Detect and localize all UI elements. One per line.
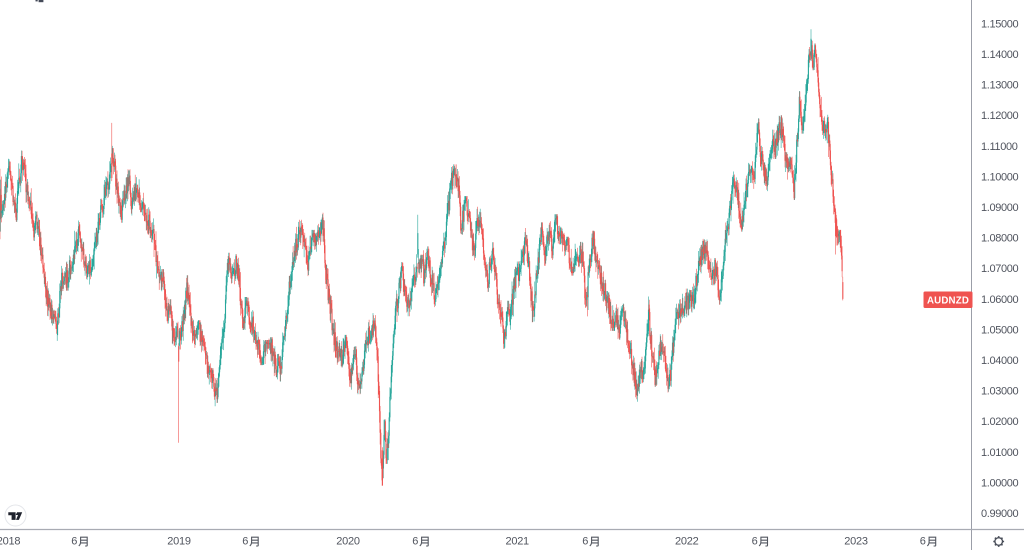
svg-text:1.04000: 1.04000 <box>981 355 1019 367</box>
svg-text:1.05000: 1.05000 <box>981 324 1019 336</box>
svg-text:6: 6 <box>242 536 248 548</box>
svg-text:2018: 2018 <box>0 536 20 548</box>
svg-text:1.06000: 1.06000 <box>981 294 1019 306</box>
svg-text:2023: 2023 <box>844 536 868 548</box>
svg-text:6: 6 <box>752 536 758 548</box>
svg-text:1.09000: 1.09000 <box>981 202 1019 214</box>
svg-text:6: 6 <box>412 536 418 548</box>
svg-text:6: 6 <box>71 536 77 548</box>
svg-text:1.00000: 1.00000 <box>981 477 1019 489</box>
svg-text:2019: 2019 <box>167 536 191 548</box>
svg-text:1.12000: 1.12000 <box>981 110 1019 122</box>
svg-text:6: 6 <box>920 536 926 548</box>
svg-text:1.10000: 1.10000 <box>981 171 1019 183</box>
svg-text:1.15000: 1.15000 <box>981 18 1019 30</box>
svg-text:1.03000: 1.03000 <box>981 386 1019 398</box>
svg-text:1.02000: 1.02000 <box>981 416 1019 428</box>
svg-text:2022: 2022 <box>675 536 699 548</box>
svg-text:0.99000: 0.99000 <box>981 508 1019 520</box>
svg-text:1.13000: 1.13000 <box>981 80 1019 92</box>
svg-text:2020: 2020 <box>336 536 360 548</box>
svg-text:1.07000: 1.07000 <box>981 263 1019 275</box>
svg-text:2021: 2021 <box>505 536 529 548</box>
svg-text:1.11000: 1.11000 <box>981 141 1018 153</box>
svg-text:1.14000: 1.14000 <box>981 49 1019 61</box>
svg-text:1.01000: 1.01000 <box>981 447 1019 459</box>
svg-text:AUDNZD: AUDNZD <box>927 296 969 307</box>
svg-text:6: 6 <box>582 536 588 548</box>
svg-text:1.08000: 1.08000 <box>981 233 1019 245</box>
